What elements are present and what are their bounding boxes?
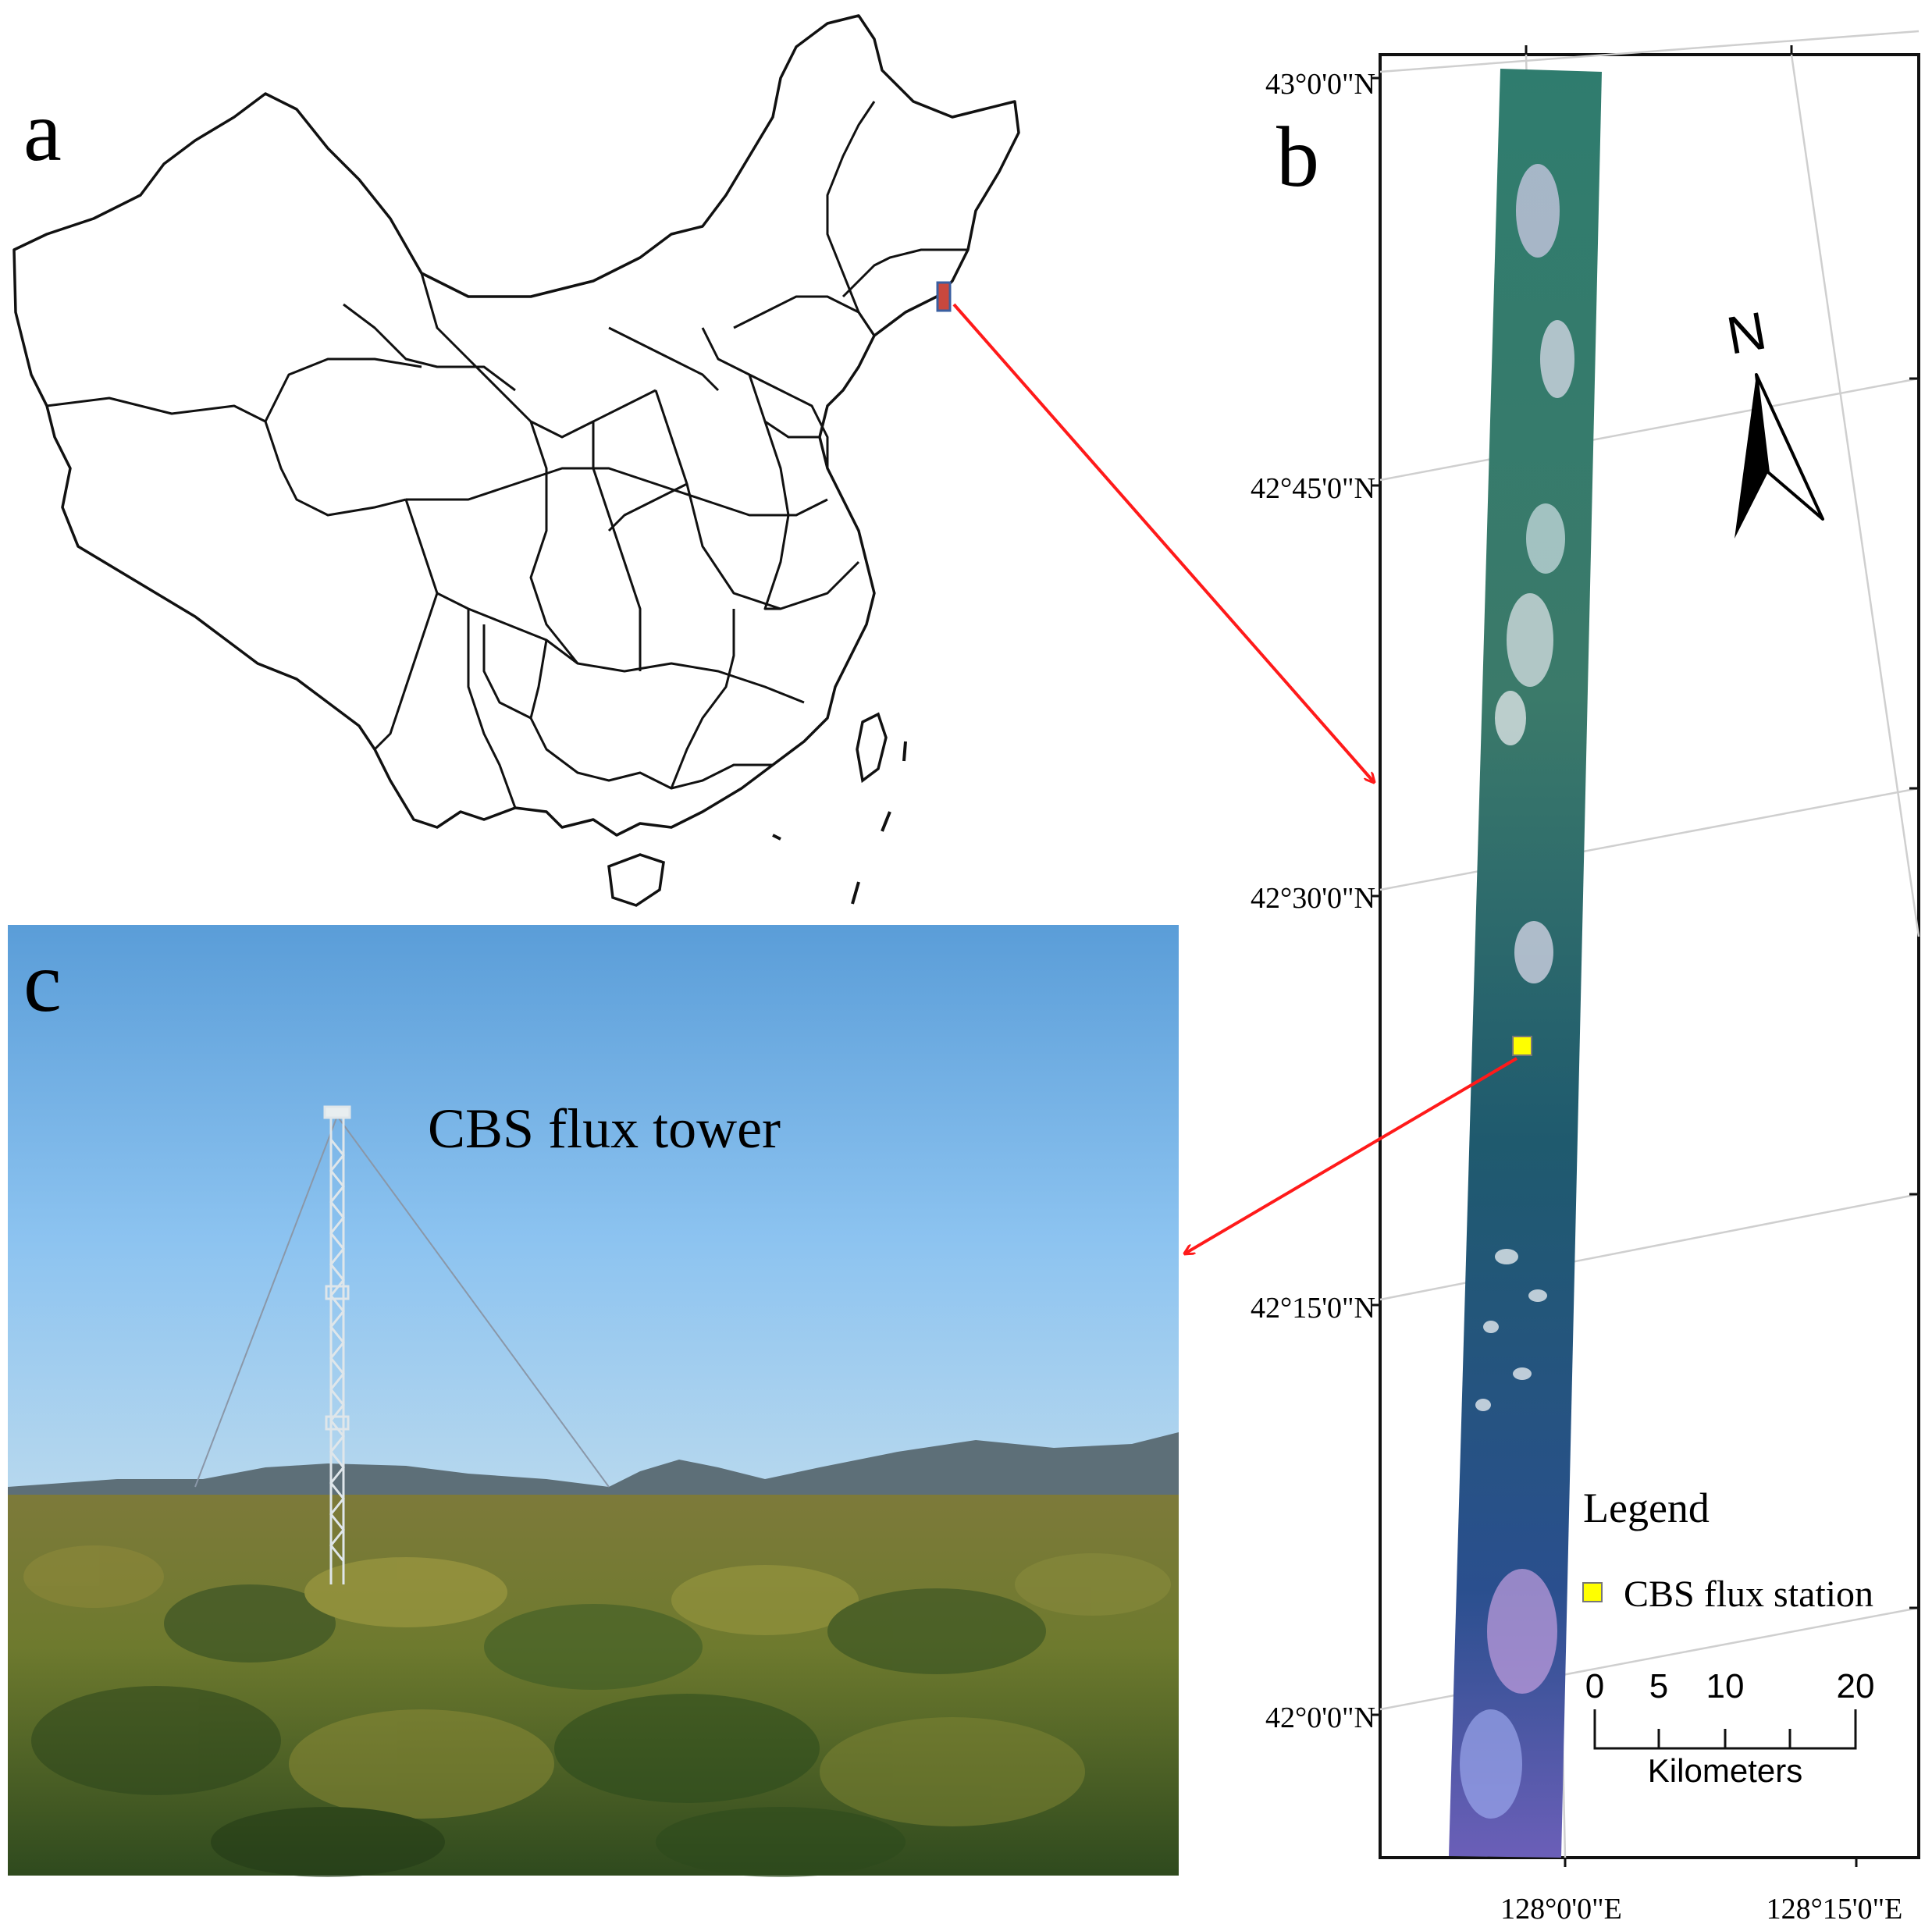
forest-texture	[23, 1545, 1171, 1877]
lat-label-43-0: 43°0'0"N	[1265, 68, 1375, 101]
panel-a-map: a	[12, 14, 1020, 907]
hainan-island	[607, 853, 665, 907]
lon-label-128-15: 128°15'0"E	[1767, 1893, 1903, 1926]
lat-label-42-0: 42°0'0"N	[1265, 1702, 1375, 1734]
arrow-china-to-strip	[952, 303, 1374, 782]
province-boundaries	[46, 101, 968, 809]
scale-tick-5: 5	[1649, 1667, 1668, 1705]
tower-caption: CBS flux tower	[428, 1097, 781, 1160]
scale-unit: Kilometers	[1648, 1752, 1802, 1789]
panel-c-letter: c	[23, 934, 62, 1030]
lat-label-42-30: 42°30'0"N	[1251, 882, 1375, 915]
panel-b-map: 43°0'0"N 42°45'0"N 42°30'0"N 42°15'0"N 4…	[1251, 30, 1920, 1926]
taiwan-island	[856, 712, 888, 784]
legend-station-swatch	[1582, 1582, 1603, 1602]
legend-title: Legend	[1583, 1485, 1710, 1531]
photo-mountains	[8, 1432, 1179, 1499]
north-arrow-light-half	[1755, 373, 1824, 521]
panel-c-photo: CBS flux tower c	[8, 925, 1179, 1877]
north-arrow-dark-half	[1735, 375, 1768, 539]
scale-bar: 0 5 10 20 Kilometers	[1585, 1667, 1875, 1789]
lon-label-128-0: 128°0'0"E	[1500, 1893, 1622, 1926]
scale-tick-0: 0	[1585, 1667, 1604, 1705]
legend-station-label: CBS flux station	[1624, 1574, 1873, 1615]
tower-guy-wires	[194, 1115, 610, 1488]
scale-tick-20: 20	[1837, 1667, 1875, 1705]
lat-label-42-45: 42°45'0"N	[1251, 472, 1375, 505]
connector-arrows	[952, 303, 1518, 1254]
lat-ticks	[1371, 45, 1919, 1867]
lat-label-42-15: 42°15'0"N	[1251, 1292, 1375, 1325]
south-sea-dash	[772, 741, 907, 905]
strip-texture	[1460, 164, 1574, 1819]
china-outline	[12, 14, 1020, 837]
study-area-marker	[936, 281, 952, 312]
north-arrow: N	[1723, 300, 1824, 539]
scale-bar-line	[1593, 1709, 1857, 1750]
photo-sky	[8, 925, 1179, 1495]
scale-tick-10: 10	[1706, 1667, 1745, 1705]
panel-a-letter: a	[23, 84, 62, 179]
flux-tower	[323, 1105, 351, 1584]
panel-b-letter: b	[1276, 109, 1319, 204]
flux-station-marker	[1512, 1036, 1532, 1056]
arrow-station-to-photo	[1185, 1057, 1518, 1254]
